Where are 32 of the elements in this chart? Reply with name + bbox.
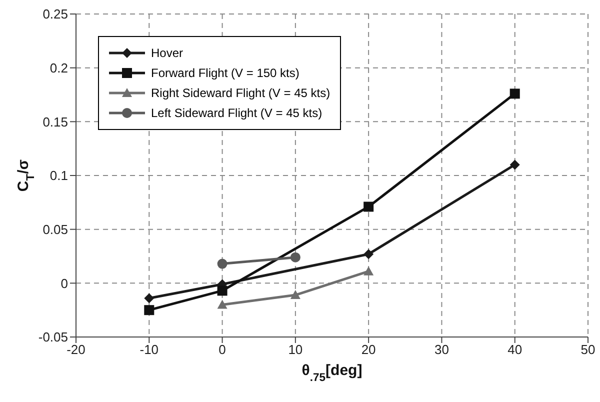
point	[217, 286, 228, 296]
point	[364, 266, 374, 276]
y-tick-label: 0.25	[42, 6, 68, 22]
point	[290, 252, 300, 262]
point	[144, 305, 154, 316]
legend-label: Forward Flight (V = 150 kts)	[151, 66, 300, 80]
point	[510, 160, 520, 170]
x-tick-label: 30	[434, 342, 449, 358]
y-tick-label: 0.1	[50, 168, 68, 184]
x-tick-label: 10	[288, 342, 303, 358]
point	[217, 300, 228, 309]
y-tick-label: -0.05	[38, 330, 68, 345]
point	[510, 88, 520, 99]
y-tick-label: 0.05	[42, 222, 68, 237]
point	[364, 202, 374, 212]
y-tick-label: 0.2	[50, 60, 68, 76]
x-tick-label: 0	[218, 342, 226, 358]
legend-label: Hover	[151, 46, 184, 60]
legend-label: Left Sideward Flight (V = 45 kts)	[151, 106, 322, 120]
y-tick-label: 0	[60, 276, 68, 291]
legend-label: Right Sideward Flight (V = 45 kts)	[151, 86, 330, 100]
point	[364, 249, 374, 260]
x-tick-label: 20	[361, 342, 376, 358]
point	[144, 293, 154, 304]
y-tick-label: 0.15	[42, 114, 68, 130]
x-tick-label: -20	[66, 342, 86, 358]
point	[217, 258, 228, 269]
x-tick-label: 40	[508, 342, 522, 358]
x-axis-title: θ$_{.75}$[deg]	[302, 362, 362, 384]
x-tick-label: -10	[140, 342, 159, 358]
x-tick-label: 50	[580, 342, 596, 358]
point	[290, 290, 300, 300]
